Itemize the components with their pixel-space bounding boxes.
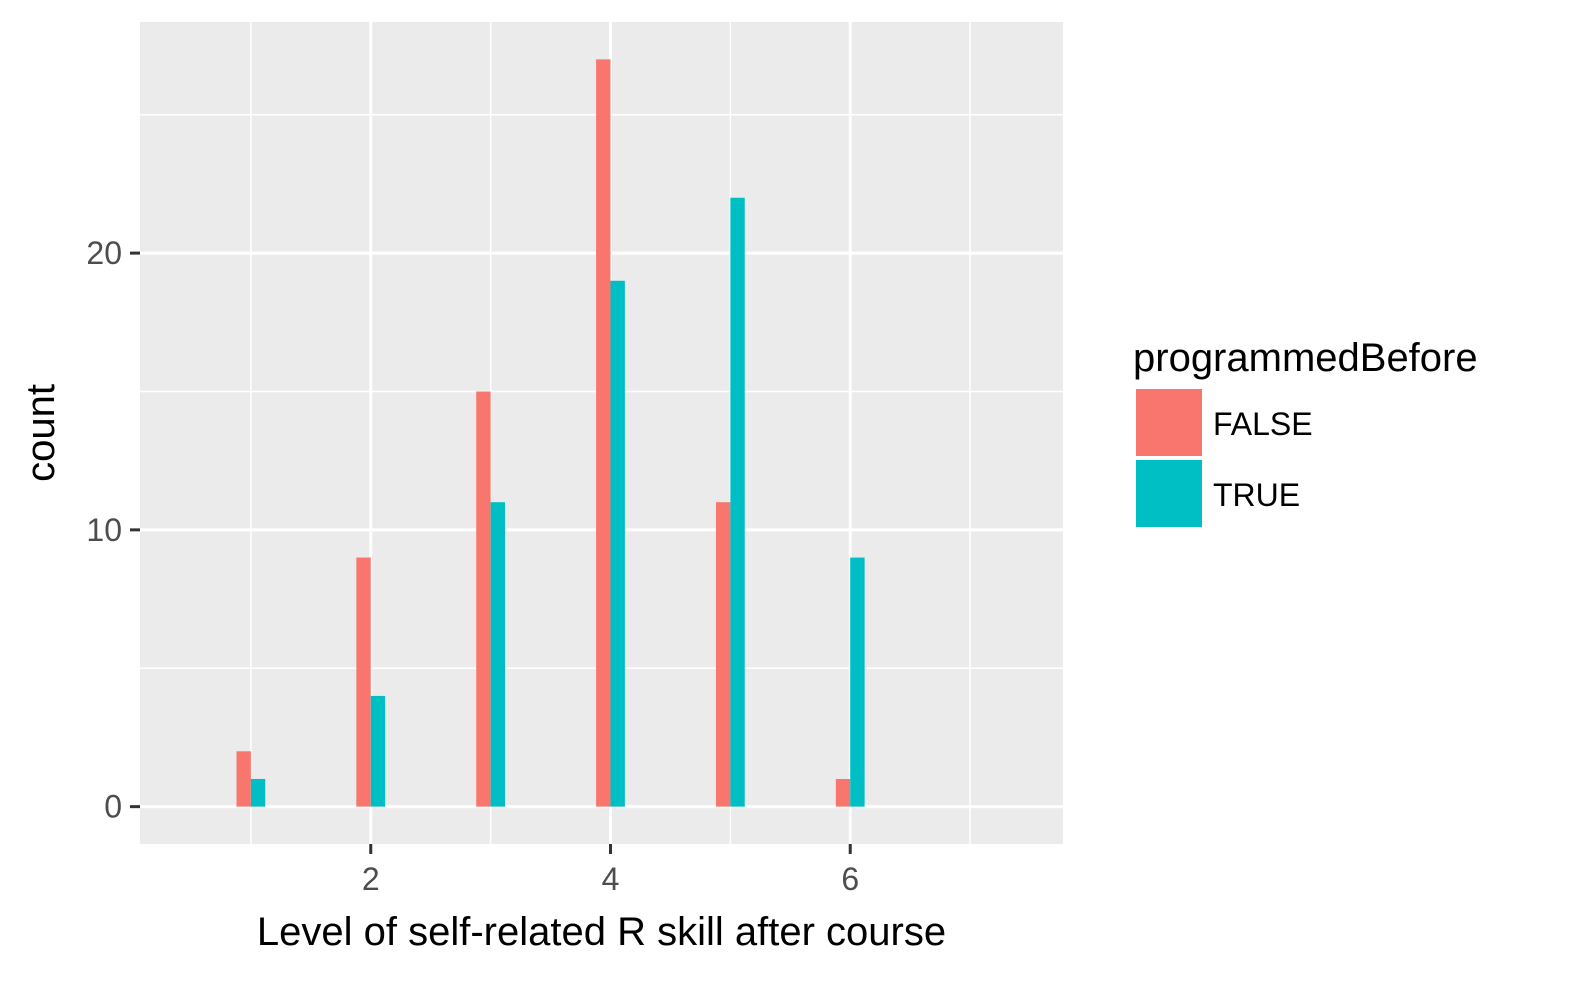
x-axis-title: Level of self-related R skill after cour…	[257, 910, 946, 954]
bar-true-3	[490, 502, 506, 807]
x-tick-label: 6	[841, 861, 859, 897]
y-tick-label: 10	[86, 512, 122, 548]
bar-false-5	[715, 502, 731, 807]
bar-true-4	[610, 280, 625, 807]
legend-label-false: FALSE	[1213, 406, 1313, 442]
bar-true-5	[730, 197, 745, 807]
legend-label-true: TRUE	[1213, 477, 1300, 513]
x-tick-label: 4	[602, 861, 620, 897]
bar-false-1	[236, 751, 251, 807]
bar-false-2	[356, 557, 371, 807]
x-tick-label: 2	[362, 861, 380, 897]
y-axis-title: count	[19, 384, 63, 482]
y-tick-label: 0	[104, 789, 122, 825]
bar-false-4	[596, 59, 611, 807]
bar-false-6	[835, 778, 851, 807]
bar-true-6	[850, 557, 865, 807]
bar-true-2	[370, 695, 386, 807]
bar-true-1	[250, 778, 266, 807]
legend-title: programmedBefore	[1133, 336, 1478, 380]
legend-swatch-false	[1136, 389, 1202, 456]
legend-swatch-true	[1136, 460, 1202, 527]
bar-false-3	[476, 391, 491, 807]
y-tick-label: 20	[86, 235, 122, 271]
